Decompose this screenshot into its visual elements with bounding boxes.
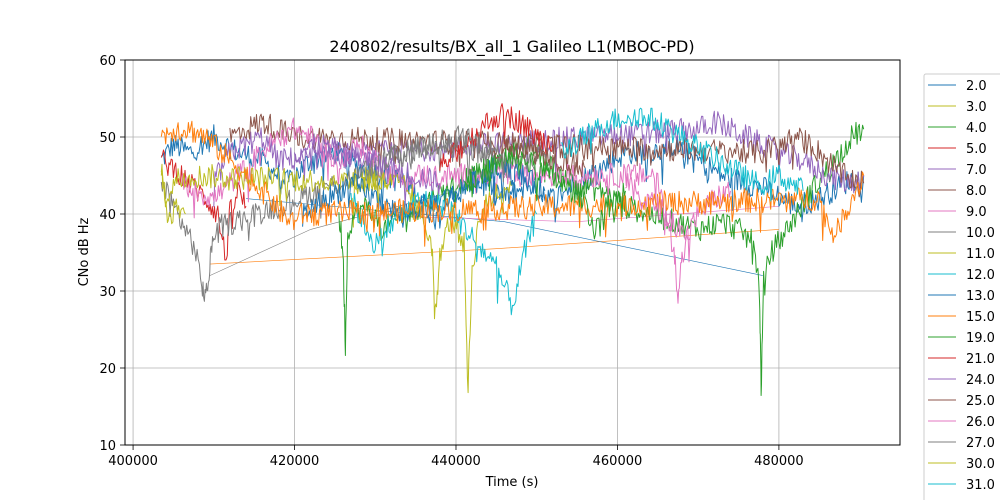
y-tick-label: 60 (99, 54, 116, 69)
series-line-21-0 (439, 103, 554, 171)
series-lines (160, 103, 865, 396)
legend-label: 2.0 (966, 79, 987, 94)
legend: 2.0 3.0 4.0 5.0 7.0 8.0 9.0 10.0 11.0 12.0 13.0 15.… (923, 73, 1000, 500)
connector-line-3 (318, 206, 779, 223)
legend-label: 21.0 (966, 352, 995, 367)
legend-frame (923, 73, 1000, 500)
axis-ticks: 400000 420000 440000 460000 480000 10 20 30 40 50… (99, 54, 803, 469)
x-tick-label: 420000 (270, 454, 320, 469)
y-tick-label: 30 (99, 285, 116, 300)
y-axis-label: CNo dB Hz (77, 217, 92, 286)
legend-label: 3.0 (966, 100, 987, 115)
legend-label: 25.0 (966, 394, 995, 409)
legend-label: 13.0 (966, 289, 995, 304)
x-tick-label: 440000 (431, 454, 481, 469)
series-line-27-0 (382, 125, 505, 183)
legend-label: 10.0 (966, 226, 995, 241)
legend-label: 27.0 (966, 436, 995, 451)
legend-label: 11.0 (966, 247, 995, 262)
legend-label: 24.0 (966, 373, 995, 388)
legend-label: 30.0 (966, 457, 995, 472)
y-tick-label: 40 (99, 208, 116, 223)
legend-label: 9.0 (966, 205, 987, 220)
legend-label: 5.0 (966, 142, 987, 157)
series-line-24-0 (294, 133, 441, 206)
series-line-9-0 (181, 117, 731, 304)
x-tick-label: 460000 (593, 454, 643, 469)
series-line-25-0 (488, 135, 586, 177)
legend-label: 8.0 (966, 184, 987, 199)
series-line-15-0 (160, 120, 865, 247)
series-line-11-0 (160, 163, 513, 394)
legend-label: 12.0 (966, 268, 995, 283)
legend-label: 26.0 (966, 415, 995, 430)
series-line-19-0 (464, 142, 626, 240)
legend-label: 4.0 (966, 121, 987, 136)
legend-label: 31.0 (966, 478, 995, 493)
connector-line-1 (209, 190, 457, 276)
y-tick-label: 10 (99, 439, 116, 454)
series-line-26-0 (625, 173, 691, 263)
legend-label: 15.0 (966, 310, 995, 325)
legend-label: 19.0 (966, 331, 995, 346)
series-line-5-0 (160, 149, 247, 261)
series-line-12-0 (350, 190, 538, 316)
plot-frame (124, 59, 901, 446)
series-line-30-0 (160, 168, 186, 225)
y-tick-label: 50 (99, 131, 116, 146)
y-tick-label: 20 (99, 362, 116, 377)
legend-label: 7.0 (966, 163, 987, 178)
x-tick-label: 480000 (754, 454, 804, 469)
x-tick-label: 400000 (108, 454, 158, 469)
x-axis-label: Time (s) (485, 475, 539, 490)
chart-title: 240802/results/BX_all_1 Galileo L1(MBOC-… (329, 37, 694, 57)
series-line-31-0 (560, 107, 804, 202)
